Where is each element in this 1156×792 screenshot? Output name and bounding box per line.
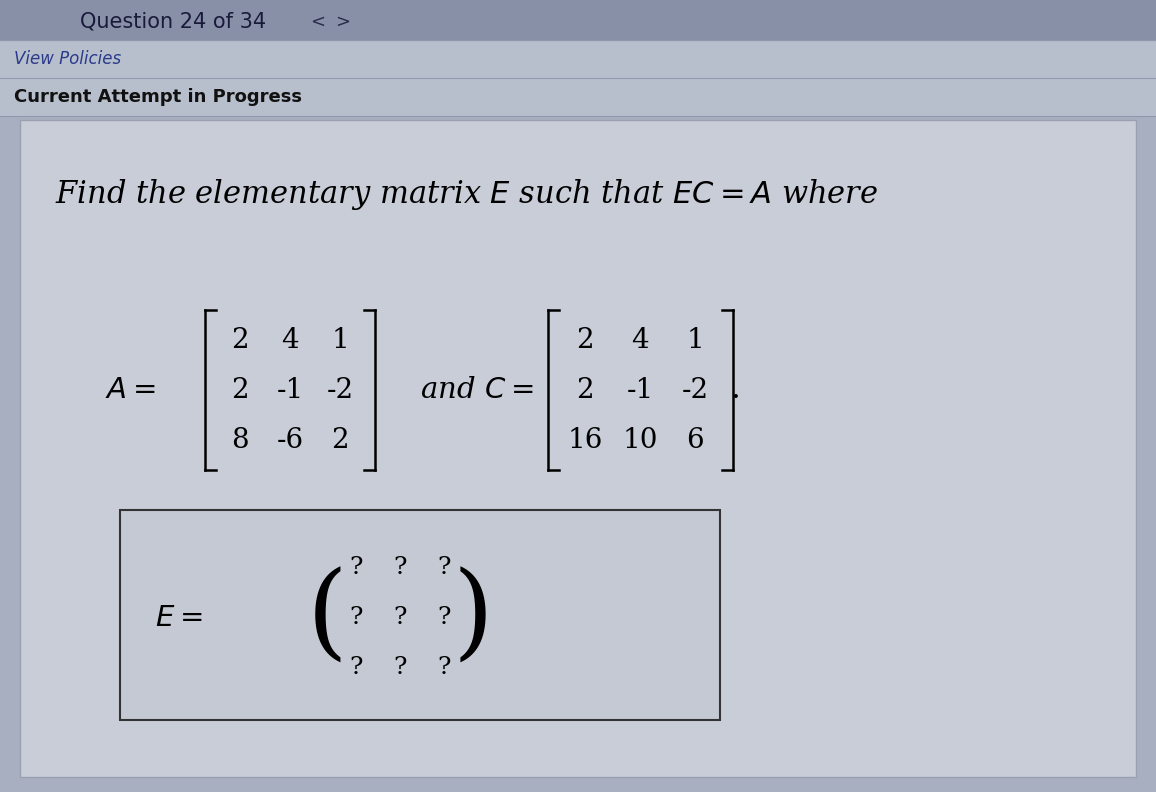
Text: 10: 10 xyxy=(622,427,658,454)
Text: Question 24 of 34: Question 24 of 34 xyxy=(80,12,266,32)
Text: -1: -1 xyxy=(627,376,653,403)
Text: 6: 6 xyxy=(687,427,704,454)
Text: ?: ? xyxy=(437,657,451,680)
Text: ): ) xyxy=(452,567,494,669)
Text: 4: 4 xyxy=(281,326,298,353)
Text: -6: -6 xyxy=(276,427,304,454)
Text: >: > xyxy=(335,13,350,31)
Text: <: < xyxy=(310,13,325,31)
Text: 1: 1 xyxy=(331,326,349,353)
Text: Current Attempt in Progress: Current Attempt in Progress xyxy=(14,88,302,106)
FancyBboxPatch shape xyxy=(120,510,720,720)
Text: -2: -2 xyxy=(326,376,354,403)
Text: 2: 2 xyxy=(231,376,249,403)
Text: 8: 8 xyxy=(231,427,249,454)
Text: View Policies: View Policies xyxy=(14,50,121,68)
Text: 2: 2 xyxy=(231,326,249,353)
Text: ?: ? xyxy=(393,557,407,580)
Text: ?: ? xyxy=(349,557,363,580)
Text: 1: 1 xyxy=(687,326,704,353)
Bar xyxy=(0,40,1156,78)
Text: ?: ? xyxy=(437,607,451,630)
Bar xyxy=(0,0,1156,40)
Text: $A =$: $A =$ xyxy=(105,376,156,404)
Text: 2: 2 xyxy=(576,326,594,353)
Text: Find the elementary matrix $E$ such that $EC = A$ where: Find the elementary matrix $E$ such that… xyxy=(55,177,879,212)
Text: -1: -1 xyxy=(276,376,304,403)
Text: ?: ? xyxy=(393,657,407,680)
Text: 4: 4 xyxy=(631,326,649,353)
Text: and $C =$: and $C =$ xyxy=(420,376,533,404)
Text: ?: ? xyxy=(437,557,451,580)
Bar xyxy=(0,78,1156,116)
Text: ?: ? xyxy=(393,607,407,630)
Text: 16: 16 xyxy=(568,427,602,454)
Bar xyxy=(20,120,1136,777)
Text: (: ( xyxy=(306,567,348,669)
Text: $E =$: $E =$ xyxy=(155,604,202,632)
Text: ?: ? xyxy=(349,607,363,630)
Text: .: . xyxy=(729,375,740,406)
Text: ?: ? xyxy=(349,657,363,680)
Text: -2: -2 xyxy=(681,376,709,403)
Text: 2: 2 xyxy=(331,427,349,454)
Text: 2: 2 xyxy=(576,376,594,403)
